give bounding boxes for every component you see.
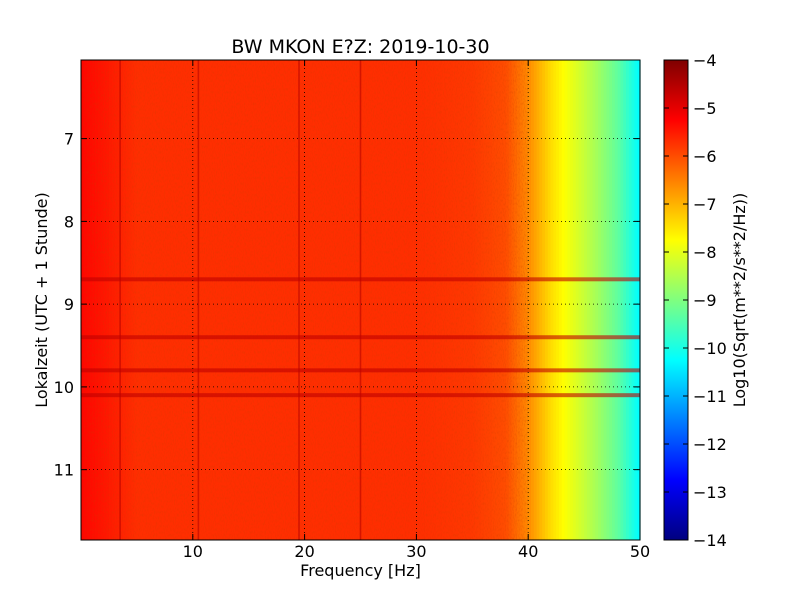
y-tick-label: 11 — [54, 461, 74, 480]
x-tick-label: 20 — [294, 542, 314, 561]
heatmap-column — [584, 60, 588, 540]
x-axis-title: Frequency [Hz] — [300, 561, 421, 580]
heatmap-column — [586, 60, 591, 540]
x-tick-label: 50 — [630, 542, 650, 561]
heatmap-column — [533, 60, 538, 540]
heatmap-column — [578, 60, 582, 540]
colorbar-title: Log10(Sqrt(m**2/s**2/Hz)) — [730, 193, 749, 408]
heatmap-column — [528, 60, 532, 540]
y-tick-label: 9 — [64, 295, 74, 314]
horizontal-band — [81, 368, 640, 373]
horizontal-bands — [81, 277, 640, 398]
heatmap-column — [542, 60, 546, 540]
heatmap-column — [572, 60, 577, 540]
heatmap-column — [564, 60, 568, 540]
grid-lines — [81, 60, 640, 540]
plot-frame — [80, 59, 641, 541]
heatmap-column — [539, 60, 543, 540]
vertical-feature-line — [359, 60, 362, 540]
colorbar-tick-label: −7 — [693, 195, 717, 214]
heatmap-column — [598, 60, 602, 540]
y-tick-label: 10 — [54, 378, 74, 397]
heatmap-column — [561, 60, 566, 540]
colorbar-tick-label: −8 — [693, 243, 717, 262]
vertical-features — [119, 60, 362, 540]
heatmap-column — [612, 60, 616, 540]
colorbar-tick-label: −12 — [693, 435, 727, 454]
vertical-feature-line — [298, 60, 300, 540]
heatmap-column — [570, 60, 574, 540]
heatmap-column — [558, 60, 563, 540]
heatmap-column — [626, 60, 630, 540]
heatmap-column — [595, 60, 599, 540]
colorbar-tick-label: −4 — [693, 51, 717, 70]
colorbar-tick-label: −9 — [693, 291, 717, 310]
heatmap-column — [553, 60, 557, 540]
chart-title: BW MKON E?Z: 2019-10-30 — [231, 36, 489, 58]
y-axis-ticks: 7 8 9 10 11 — [54, 130, 640, 480]
heatmap-column — [623, 60, 627, 540]
horizontal-band — [81, 277, 640, 282]
heatmap-column — [609, 60, 613, 540]
heatmap-column — [530, 60, 535, 540]
x-tick-label: 10 — [183, 542, 203, 561]
colorbar-tick-label: −14 — [693, 531, 727, 550]
heatmap-column — [544, 60, 549, 540]
colorbar-tick-label: −13 — [693, 483, 727, 502]
heatmap-column — [547, 60, 552, 540]
colorbar-tick-label: −11 — [693, 387, 727, 406]
heatmap-column — [634, 60, 638, 540]
y-tick-label: 7 — [64, 130, 74, 149]
colorbar-tick-label: −5 — [693, 99, 717, 118]
heatmap-column — [550, 60, 554, 540]
heatmap-column — [628, 60, 633, 540]
heatmap-column — [536, 60, 540, 540]
heatmap-column — [631, 60, 636, 540]
colorbar: −4 −5 −6 −7 −8 −9 −10 −11 −12 −13 −14 Log10(Sqrt(m… — [663, 51, 749, 550]
vertical-feature-line — [197, 60, 200, 540]
y-axis-title: Lokalzeit (UTC + 1 Stunde) — [32, 192, 51, 407]
horizontal-band — [81, 335, 640, 340]
heatmap-column — [606, 60, 610, 540]
heatmap-column — [614, 60, 619, 540]
horizontal-band — [81, 393, 640, 398]
heatmap-column — [556, 60, 560, 540]
vertical-feature-line — [119, 60, 121, 540]
heatmap-column — [637, 60, 641, 540]
x-tick-label: 40 — [518, 542, 538, 561]
heatmap-column — [600, 60, 605, 540]
heatmap-column — [575, 60, 580, 540]
colorbar-tick-label: −10 — [693, 339, 727, 358]
colorbar-tick-label: −6 — [693, 147, 717, 166]
colorbar-ticks: −4 −5 −6 −7 −8 −9 −10 −11 −12 −13 −14 — [664, 51, 727, 550]
y-tick-label: 8 — [64, 212, 74, 231]
plot-area — [80, 59, 641, 541]
x-tick-label: 30 — [406, 542, 426, 561]
heatmap-column — [589, 60, 594, 540]
heatmap-column — [620, 60, 624, 540]
heatmap-column — [617, 60, 622, 540]
heatmap-column — [567, 60, 571, 540]
x-axis-ticks: 10 20 30 40 50 — [183, 60, 650, 561]
heatmap-column — [592, 60, 596, 540]
heatmap-column — [603, 60, 608, 540]
heatmap-column — [581, 60, 585, 540]
